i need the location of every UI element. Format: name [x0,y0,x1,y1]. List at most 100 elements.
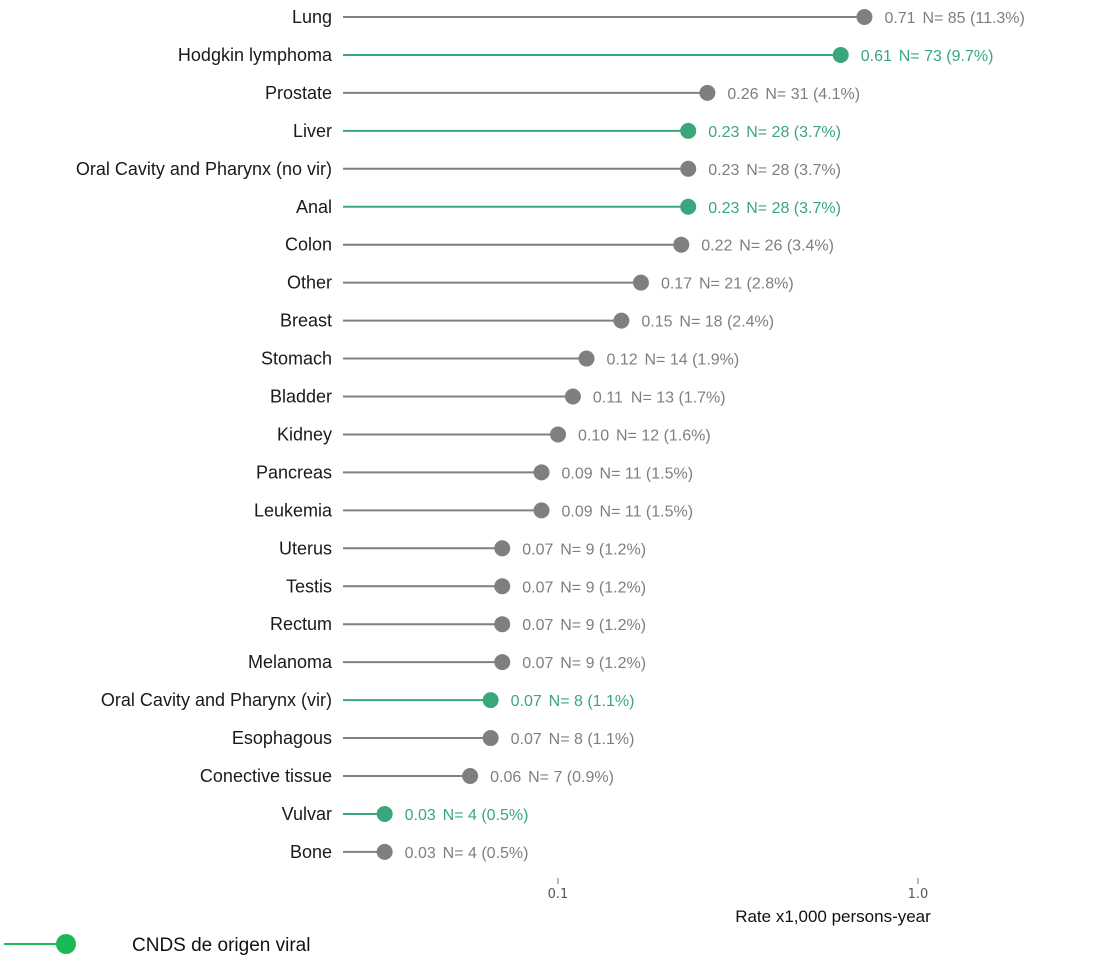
lollipop-dot [578,350,595,367]
lollipop-dot [856,9,873,25]
chart-row: Rectum 0.07 N= 9 (1.2%) [270,614,646,634]
rate-label: 0.07 [511,693,542,710]
category-label: Testis [286,576,332,596]
lollipop-dot [494,654,511,671]
lollipop-dot [680,160,697,177]
rate-label: 0.12 [607,352,638,369]
category-label: Stomach [261,349,332,369]
category-label: Colon [285,235,332,255]
chart-row: Testis 0.07 N= 9 (1.2%) [286,576,646,596]
rate-label: 0.23 [708,200,739,217]
lollipop-dot [564,388,581,405]
rate-label: 0.23 [708,124,739,141]
category-label: Kidney [277,424,332,444]
lollipop-dot [376,805,393,822]
count-label: N= 9 (1.2%) [560,541,646,558]
category-label: Esophagous [232,728,332,748]
legend-label: CNDS de origen viral [132,935,310,956]
category-label: Oral Cavity and Pharynx (vir) [101,690,332,710]
rate-label: 0.03 [405,807,436,824]
chart-row: Pancreas 0.09 N= 11 (1.5%) [256,462,693,482]
count-label: N= 21 (2.8%) [699,276,794,293]
rate-label: 0.71 [884,10,915,27]
count-label: N= 26 (3.4%) [739,238,834,255]
legend: CNDS de origen viral [4,934,310,956]
lollipop-dot [494,616,511,633]
lollipop-dot [673,236,690,253]
count-label: N= 9 (1.2%) [560,655,646,672]
chart-row: Oral Cavity and Pharynx (vir) 0.07 N= 8 (1… [101,690,635,710]
category-label: Uterus [279,538,332,558]
lollipop-dot [832,46,849,63]
chart-row: Vulvar 0.03 N= 4 (0.5%) [282,804,529,824]
rate-label: 0.10 [578,427,609,444]
count-label: N= 9 (1.2%) [560,617,646,634]
chart-row: Breast 0.15 N= 18 (2.4%) [280,311,774,331]
rate-label: 0.07 [522,541,553,558]
count-label: N= 9 (1.2%) [560,579,646,596]
count-label: N= 11 (1.5%) [600,465,694,482]
chart-row: Bone 0.03 N= 4 (0.5%) [290,842,529,862]
count-label: N= 11 (1.5%) [600,503,694,520]
category-label: Bone [290,842,332,862]
count-label: N= 28 (3.7%) [746,162,841,179]
rate-label: 0.07 [522,655,553,672]
category-label: Anal [296,197,332,217]
x-tick-label: 1.0 [908,887,929,902]
category-label: Leukemia [254,500,333,520]
category-label: Oral Cavity and Pharynx (no vir) [76,159,332,179]
lollipop-dot [482,730,499,747]
rate-label: 0.03 [405,845,436,862]
x-axis-title: Rate x1,000 persons-year [735,907,931,926]
count-label: N= 28 (3.7%) [746,124,841,141]
count-label: N= 8 (1.1%) [549,693,635,710]
chart-row: Oral Cavity and Pharynx (no vir) 0.23 N= 2… [76,159,841,179]
legend-dot-swatch [56,934,76,954]
lollipop-dot [462,768,479,784]
lollipop-dot [613,312,630,329]
rate-label: 0.07 [522,579,553,596]
count-label: N= 4 (0.5%) [443,807,529,824]
count-label: N= 7 (0.9%) [528,769,614,786]
category-label: Prostate [265,83,332,103]
chart-row: Uterus 0.07 N= 9 (1.2%) [279,538,646,558]
rate-label: 0.09 [562,465,593,482]
category-label: Breast [280,311,332,331]
rate-label: 0.09 [562,503,593,520]
chart-row: Leukemia 0.09 N= 11 (1.5%) [254,500,693,520]
rate-label: 0.26 [727,86,758,103]
chart-row: Bladder 0.11 N= 13 (1.7%) [270,387,726,407]
rate-label: 0.11 [593,390,623,407]
lollipop-dot [376,843,393,860]
x-axis: Rate x1,000 persons-year 0.1 1.0 [548,878,931,926]
count-label: N= 31 (4.1%) [765,86,860,103]
lollipop-dot [680,198,697,215]
category-label: Melanoma [248,652,333,672]
rate-label: 0.06 [490,769,521,786]
category-label: Vulvar [282,804,332,824]
category-label: Lung [292,7,332,27]
chart-row: Melanoma 0.07 N= 9 (1.2%) [248,652,646,672]
lollipop-dot [699,84,716,101]
rate-label: 0.61 [861,48,892,65]
chart-row: Colon 0.22 N= 26 (3.4%) [285,235,834,255]
chart-row: Anal 0.23 N= 28 (3.7%) [296,197,841,217]
chart-rows: Lung 0.71 N= 85 (11.3%) Hodgkin lymphoma 0.6… [76,7,1025,862]
category-label: Conective tissue [200,766,332,786]
count-label: N= 18 (2.4%) [679,314,774,331]
chart-row: Other 0.17 N= 21 (2.8%) [287,273,794,293]
x-tick-label: 0.1 [548,887,569,902]
count-label: N= 13 (1.7%) [631,390,726,407]
lollipop-dot [680,122,697,139]
rate-label: 0.07 [522,617,553,634]
category-label: Liver [293,121,332,141]
chart-row: Esophagous 0.07 N= 8 (1.1%) [232,728,635,748]
chart-row: Lung 0.71 N= 85 (11.3%) [292,7,1025,27]
chart-row: Conective tissue 0.06 N= 7 (0.9%) [200,766,614,786]
count-label: N= 28 (3.7%) [746,200,841,217]
count-label: N= 8 (1.1%) [549,731,635,748]
chart-row: Stomach 0.12 N= 14 (1.9%) [261,349,739,369]
lollipop-dot [533,464,550,481]
category-label: Bladder [270,387,332,407]
